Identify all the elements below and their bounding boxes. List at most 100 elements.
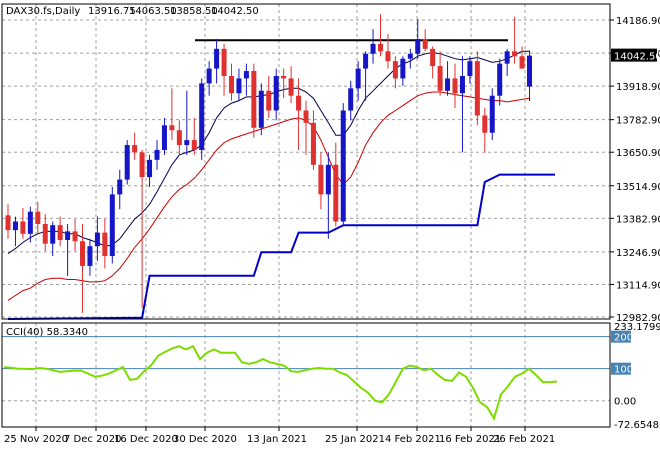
cci-tick-label: 0.00 [614, 397, 636, 408]
cci-level-box [611, 362, 631, 375]
candle-body [109, 194, 115, 257]
candle-body [348, 88, 354, 111]
date-tick-label: 25 Nov 2020 [4, 434, 68, 445]
cci-tick-label: 233.1799 [614, 322, 660, 333]
candle-body [340, 110, 346, 222]
price-tick-label: 13650.90 [616, 148, 660, 159]
candle-body [489, 95, 495, 133]
candle-body [430, 48, 436, 67]
candle-body [325, 164, 331, 195]
candle-body [72, 231, 78, 242]
cci-tick-label: 100 [614, 365, 633, 376]
candle-body [310, 122, 316, 165]
candle-body [132, 145, 138, 153]
candle-body [65, 231, 71, 241]
stop-line [7, 173, 555, 320]
cci-panel-frame [1, 322, 611, 428]
main-grid [2, 4, 610, 319]
candle-body [527, 55, 532, 87]
candle-body [512, 51, 518, 57]
candle-body [407, 53, 413, 59]
date-tick-label: 4 Feb 2021 [385, 434, 441, 445]
candle-body [184, 140, 190, 146]
slow-moving-average [7, 91, 530, 301]
candle-body [288, 78, 294, 96]
candle-body [333, 164, 339, 222]
candle-body [303, 110, 309, 123]
candle-body [176, 130, 182, 146]
candle-body [378, 43, 383, 52]
date-tick-label: 30 Dec 2020 [173, 434, 237, 445]
candle-body [415, 38, 421, 54]
ohlc-value: 13916.75 [88, 6, 136, 17]
price-tick-label: 13514.90 [616, 182, 660, 193]
date-tick-label: 16 Dec 2020 [114, 434, 178, 445]
ohlc-value: 14042.50 [211, 6, 259, 17]
candle-body [50, 225, 56, 244]
candle-body [80, 241, 85, 266]
candles [5, 14, 532, 313]
candle-body [497, 63, 503, 96]
cci-label: CCI(40) 58.3340 [6, 327, 88, 338]
price-tick-label: 13918.90 [616, 82, 660, 93]
price-tick-label: 13114.90 [616, 280, 660, 291]
candle-body [251, 71, 257, 128]
last-price-label: 14042.50 [614, 52, 660, 63]
candle-body [243, 71, 249, 79]
ohlc-value: 14063.50 [129, 6, 177, 17]
cci-path [3, 344, 558, 421]
candle-body [452, 78, 458, 94]
cci-tick-label: 200 [614, 333, 633, 344]
ohlc-value: 13858.50 [170, 6, 218, 17]
candle-body [206, 68, 212, 84]
candle-body [87, 246, 93, 266]
candle-body [467, 61, 473, 76]
candle-body [5, 215, 11, 231]
price-tick-label: 13382.90 [616, 214, 660, 225]
candle-body [445, 78, 451, 91]
candle-body [437, 66, 443, 91]
cci-levels [2, 336, 610, 370]
cci-tick-label: -72.6548 [614, 420, 659, 431]
date-tick-label: 26 Feb 2021 [493, 434, 555, 445]
candle-body [400, 58, 406, 79]
slow-ma-path [7, 91, 530, 301]
candle-body [102, 232, 108, 257]
candle-body [422, 38, 428, 49]
date-tick-label: 16 Feb 2021 [439, 434, 501, 445]
candle-body [147, 159, 153, 178]
candle-body [258, 90, 264, 128]
date-tick-label: 13 Jan 2021 [247, 434, 307, 445]
candle-body [363, 53, 369, 69]
candle-body [214, 48, 220, 69]
candle-body [35, 211, 41, 224]
candle-body [27, 211, 33, 234]
candle-body [161, 125, 167, 150]
candle-body [42, 223, 48, 244]
price-tick-label: 13782.90 [616, 116, 660, 127]
candle-body [94, 232, 100, 247]
candle-body [139, 152, 145, 178]
candle-body [57, 225, 63, 241]
candle-body [355, 68, 361, 89]
candle-body [12, 221, 18, 231]
candle-body [318, 164, 324, 195]
candle-body [236, 78, 242, 94]
candle-body [296, 95, 302, 111]
price-tick-label: 13246.90 [616, 248, 660, 259]
candle-body [474, 61, 480, 116]
candle-body [519, 56, 525, 69]
candle-body [459, 75, 465, 94]
candle-body [221, 48, 227, 76]
candle-body [385, 51, 391, 62]
stop-path [7, 173, 555, 320]
candle-body [273, 75, 279, 111]
candle-body [191, 140, 197, 150]
candle-body [124, 145, 130, 180]
candle-body [504, 51, 510, 64]
candle-body [370, 43, 376, 54]
candle-body [266, 90, 272, 111]
